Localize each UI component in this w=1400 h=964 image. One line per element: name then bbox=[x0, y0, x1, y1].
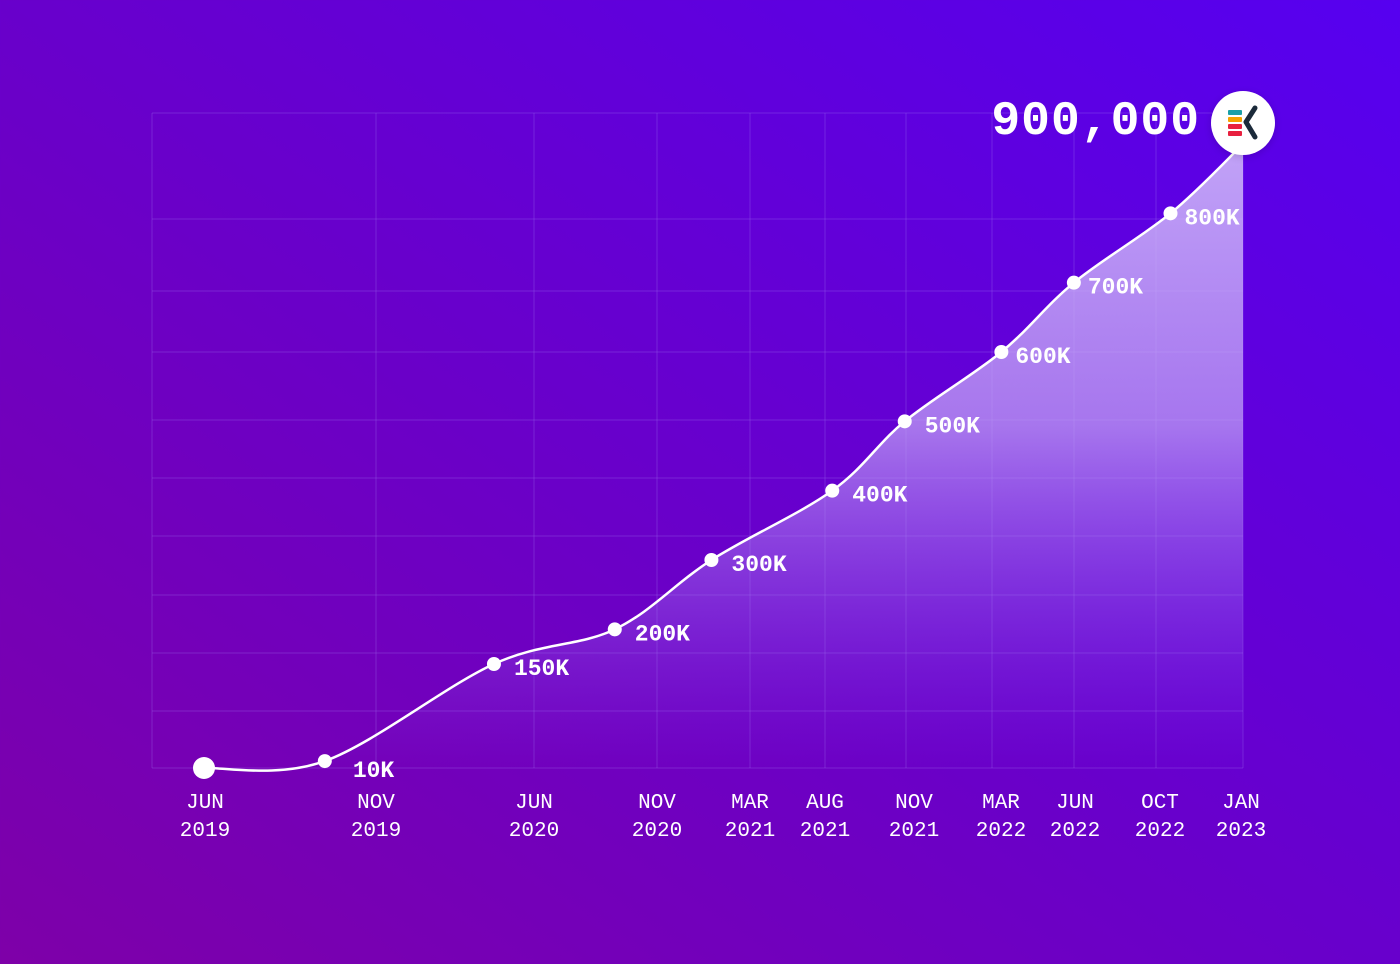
x-tick-month-label: NOV bbox=[357, 792, 395, 815]
data-point bbox=[607, 622, 622, 637]
x-tick-year-label: 2021 bbox=[725, 820, 775, 843]
ek-brand-logo-icon bbox=[1211, 91, 1275, 155]
data-points bbox=[193, 206, 1178, 779]
data-point bbox=[1163, 206, 1178, 221]
x-tick-month-label: AUG bbox=[806, 792, 844, 815]
x-tick-year-label: 2022 bbox=[1135, 820, 1185, 843]
data-point bbox=[317, 754, 332, 769]
data-point bbox=[193, 757, 215, 779]
data-label: 800K bbox=[1185, 205, 1240, 231]
x-tick-month-label: JUN bbox=[1056, 792, 1094, 815]
x-tick-year-label: 2019 bbox=[180, 820, 230, 843]
area-fill bbox=[204, 144, 1243, 771]
x-tick-month-label: MAR bbox=[731, 792, 769, 815]
x-tick-month-label: JAN bbox=[1222, 792, 1260, 815]
x-tick-month-label: MAR bbox=[982, 792, 1020, 815]
x-tick-year-label: 2020 bbox=[509, 820, 559, 843]
data-point bbox=[704, 553, 719, 567]
x-tick-month-label: JUN bbox=[186, 792, 224, 815]
data-point bbox=[825, 483, 840, 498]
data-labels: 10K 150K 200K 300K 400K 500K 600K 700K 800K bbox=[353, 205, 1240, 784]
x-tick-year-label: 2020 bbox=[632, 820, 682, 843]
data-label: 200K bbox=[635, 621, 690, 647]
data-label: 600K bbox=[1015, 344, 1070, 370]
x-tick-year-label: 2021 bbox=[889, 820, 939, 843]
data-label: 10K bbox=[353, 758, 395, 784]
x-tick-year-label: 2022 bbox=[1050, 820, 1100, 843]
data-point bbox=[897, 414, 912, 429]
data-label: 700K bbox=[1088, 275, 1143, 301]
x-tick-month-label: JUN bbox=[515, 792, 553, 815]
data-point bbox=[486, 657, 501, 671]
x-tick-year-label: 2019 bbox=[351, 820, 401, 843]
x-tick-month-label: NOV bbox=[895, 792, 933, 815]
x-axis-ticks: JUN 2019 NOV 2019 JUN 2020 NOV 2020 MAR 2021 AUG 20… bbox=[180, 792, 1266, 843]
x-tick-month-label: OCT bbox=[1141, 792, 1179, 815]
data-label: 400K bbox=[852, 483, 907, 509]
x-tick-year-label: 2023 bbox=[1216, 820, 1266, 843]
data-point bbox=[1066, 275, 1081, 290]
x-tick-year-label: 2021 bbox=[800, 820, 850, 843]
data-label: 500K bbox=[925, 413, 980, 439]
total-count-headline: 900,000 bbox=[991, 95, 1200, 149]
growth-line bbox=[203, 140, 1247, 772]
data-label: 150K bbox=[514, 656, 569, 682]
data-point bbox=[994, 345, 1009, 359]
data-label: 300K bbox=[731, 552, 786, 578]
x-tick-year-label: 2022 bbox=[976, 820, 1026, 843]
area-fill-shape bbox=[204, 144, 1243, 771]
ek-logo-mark bbox=[1228, 105, 1258, 140]
x-tick-month-label: NOV bbox=[638, 792, 676, 815]
growth-line-path bbox=[203, 140, 1247, 772]
